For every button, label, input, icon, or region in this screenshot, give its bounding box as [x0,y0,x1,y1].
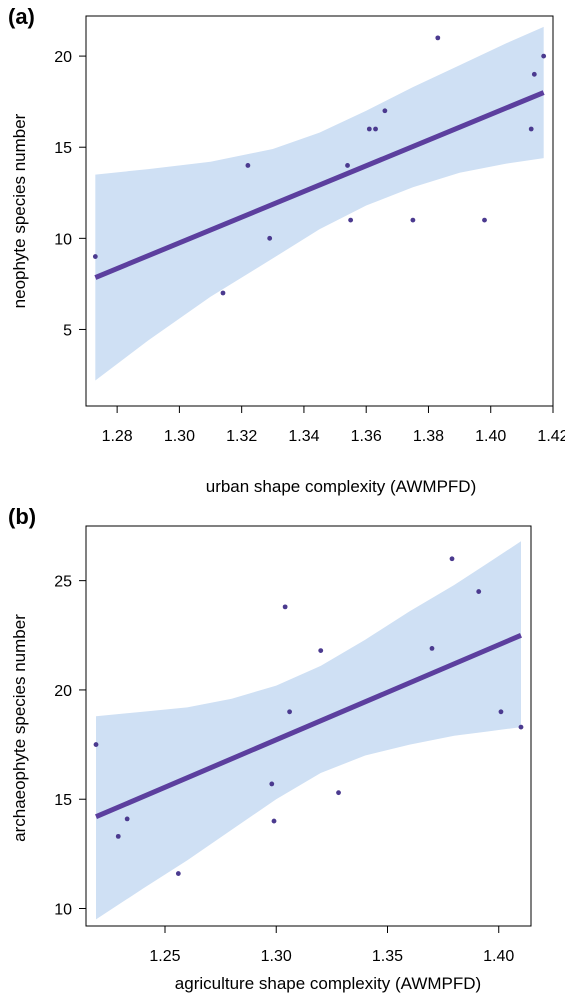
x-tick-label: 1.28 [102,428,133,445]
data-point-15 [518,724,524,730]
y-tick-label: 10 [54,231,72,248]
regression-line [95,632,522,820]
panel-b-x-axis-title: agriculture shape complexity (AWMPFD) [175,974,481,993]
data-point-7 [282,604,288,610]
x-tick-label: 1.35 [372,948,403,965]
data-point-1 [92,254,98,259]
confidence-band-area [96,541,521,920]
data-point-5 [269,781,275,787]
data-point-8 [287,709,292,715]
panel-b-plot-frame [85,525,532,927]
x-tick-label: 1.30 [164,428,195,445]
data-point-13 [476,589,482,594]
data-point-3 [245,163,251,168]
x-tick-label: 1.25 [149,948,180,965]
data-point-12 [482,217,487,223]
panel-a-y-axis: 5 10 15 20 [54,49,86,339]
x-tick-label: 1.32 [226,428,257,445]
x-tick-label: 1.34 [288,428,319,445]
panel-b-y-axis: 10 15 20 25 [54,574,86,919]
y-tick-label: 5 [63,322,72,339]
data-point-5 [345,163,350,168]
panel-b: (b) 1.25 1.30 1.35 1.40 10 15 20 25 agricultur… [8,504,532,993]
y-tick-label: 20 [54,683,72,700]
panel-a: (a) 1.28 1.30 1.32 1.34 1.36 1.38 1.40 1.42 5 10… [8,4,565,496]
data-point-12 [449,556,455,562]
x-tick-label: 1.38 [413,428,444,445]
panel-b-points [93,556,524,876]
data-point-14 [531,71,537,77]
data-point-2 [115,833,121,839]
data-point-11 [429,646,435,651]
data-point-6 [348,217,354,223]
panel-a-plot-frame [85,15,554,407]
data-point-7 [366,126,372,132]
confidence-band-area [95,26,544,381]
data-point-6 [271,818,277,824]
data-point-8 [373,126,378,132]
panel-a-points [92,35,547,296]
data-point-9 [318,648,324,653]
panel-a-y-axis-title: neophyte species number [10,113,29,308]
data-point-9 [382,108,388,114]
y-tick-label: 25 [54,574,72,591]
panel-a-fit-line [94,90,545,280]
x-tick-label: 1.42 [537,428,565,445]
y-tick-label: 20 [54,49,72,66]
x-tick-label: 1.36 [351,428,382,445]
x-tick-label: 1.30 [261,948,292,965]
data-point-11 [435,35,441,41]
y-tick-label: 10 [54,902,72,919]
data-point-14 [498,709,504,715]
panel-b-y-axis-title: archaeophyte species number [10,614,29,842]
x-tick-label: 1.40 [475,428,506,445]
panel-b-fit-line [95,632,522,820]
x-tick-label: 1.40 [483,948,514,965]
panel-a-label: (a) [8,4,35,29]
data-point-15 [541,53,547,59]
panel-b-confidence-band [96,541,521,920]
data-point-13 [528,126,534,132]
data-point-2 [220,290,226,296]
panel-b-x-axis: 1.25 1.30 1.35 1.40 [149,926,514,965]
y-tick-label: 15 [54,140,72,157]
data-point-4 [175,871,181,876]
data-point-3 [124,816,130,822]
panel-a-x-axis-title: urban shape complexity (AWMPFD) [206,477,477,496]
data-point-10 [410,217,416,223]
data-point-10 [336,790,341,796]
panel-a-confidence-band [95,26,544,381]
data-point-4 [267,235,273,241]
data-point-1 [93,742,99,747]
panel-a-x-axis: 1.28 1.30 1.32 1.34 1.36 1.38 1.40 1.42 [102,406,565,445]
regression-line [94,90,545,280]
y-tick-label: 15 [54,792,72,809]
panel-b-label: (b) [8,504,36,529]
